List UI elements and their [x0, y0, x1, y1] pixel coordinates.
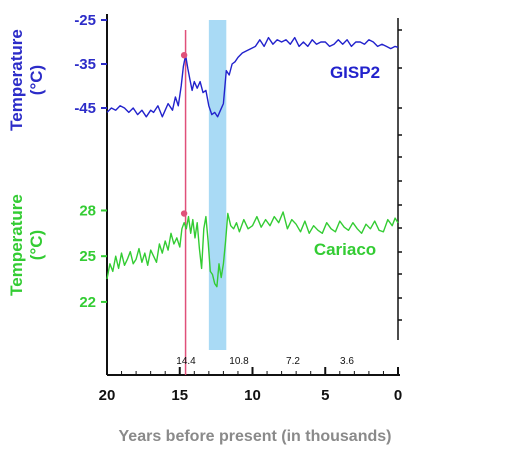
y-tick-label-cariaco-28: 28: [79, 202, 96, 219]
cariaco-ylabel-line-1: Temperature: [7, 194, 26, 296]
cariaco-ylabel-line-2: (°C): [27, 230, 46, 260]
x-tick-label-20: 20: [99, 387, 116, 404]
y-tick-label-gisp2--25: -25: [74, 12, 96, 29]
cariaco-peak-marker: [180, 210, 188, 217]
x-axis-label: Years before present (in thousands): [119, 428, 392, 445]
gisp2-temperature-line: [106, 36, 399, 118]
x-tick-label-5: 5: [321, 387, 329, 404]
y-tick-label-gisp2--45: -45: [74, 100, 96, 117]
marker-label-3-6: 3.6: [340, 356, 354, 367]
x-tick-label-10: 10: [244, 387, 261, 404]
cariaco-ylabel: Temperature (°C): [7, 194, 46, 296]
y-tick-label-cariaco-22: 22: [79, 294, 96, 311]
marker-label-10-8: 10.8: [229, 356, 249, 367]
gisp2-peak-marker: [180, 52, 188, 59]
gisp2-ylabel-line-2: (°C): [27, 65, 46, 95]
gisp2-series-label: GISP2: [330, 63, 380, 82]
cariaco-temperature-line: [106, 211, 399, 288]
marker-label-14-4: 14.4: [176, 356, 196, 367]
y-tick-label-cariaco-25: 25: [79, 248, 96, 265]
marker-label-7-2: 7.2: [286, 356, 300, 367]
y-tick-label-gisp2--35: -35: [74, 56, 96, 73]
cariaco-series-label: Cariaco: [314, 240, 376, 259]
x-tick-label-15: 15: [171, 387, 188, 404]
gisp2-ylabel-line-1: Temperature: [7, 29, 26, 131]
gisp2-ylabel: Temperature (°C): [7, 29, 46, 131]
shaded-cold-period-band: [208, 20, 227, 350]
x-tick-label-0: 0: [394, 387, 402, 404]
